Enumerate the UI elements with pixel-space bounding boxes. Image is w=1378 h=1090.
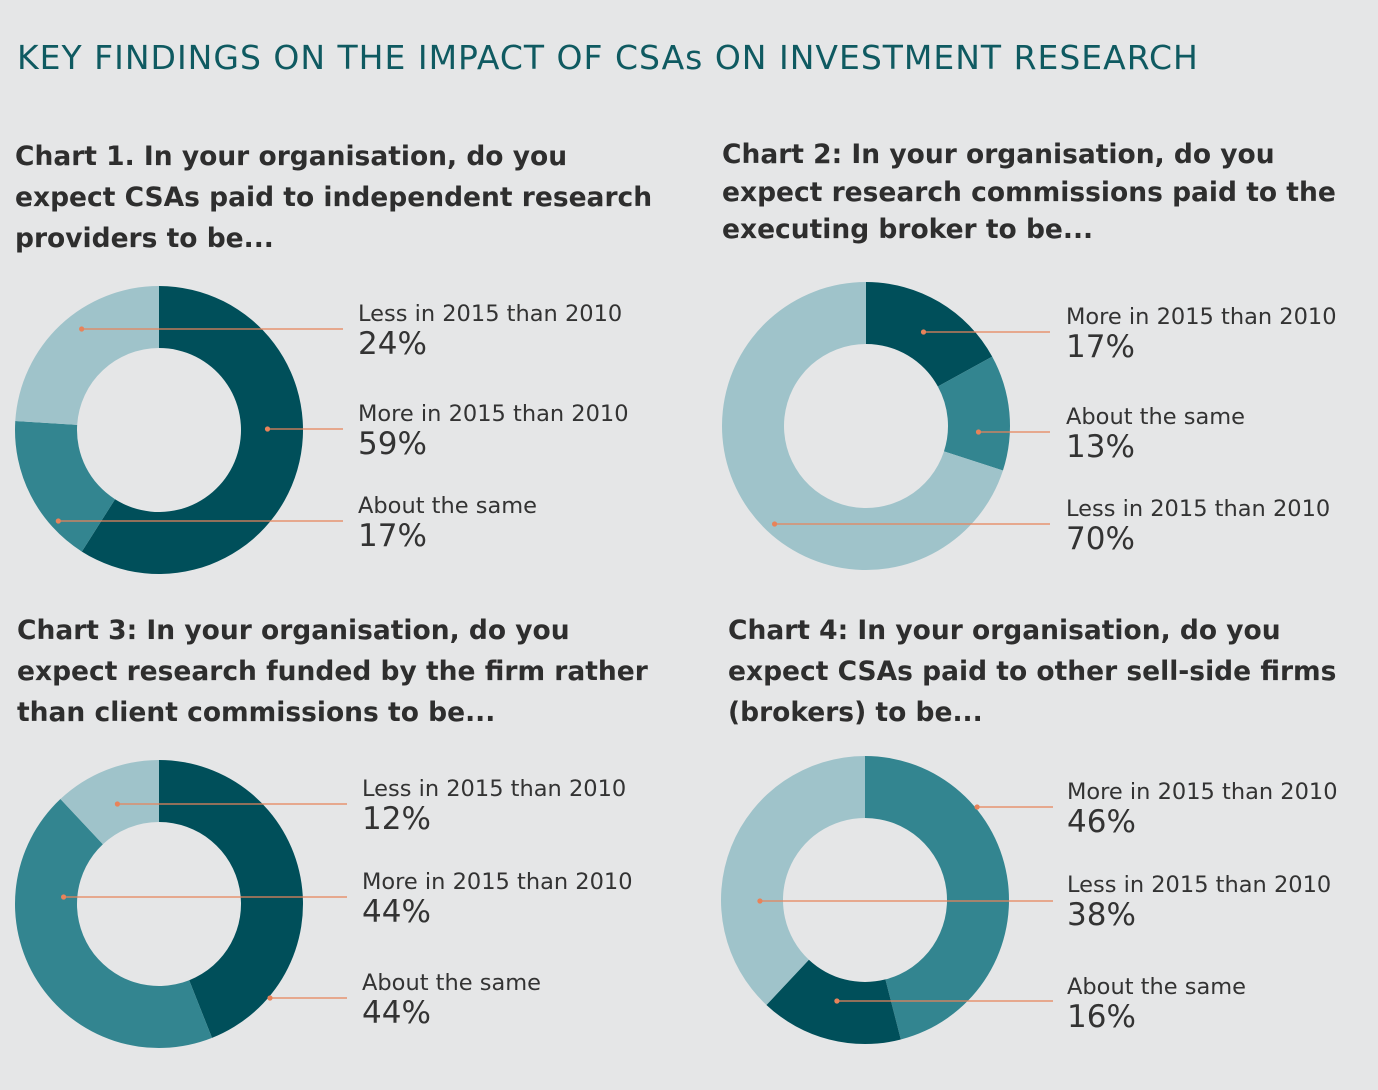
leader-dot-3: [771, 521, 778, 527]
legend-label: Less in 2015 than 2010: [1066, 496, 1331, 522]
donut-chart: [722, 282, 1050, 570]
leader-dot-3: [834, 998, 840, 1004]
legend-value: 13%: [1066, 429, 1135, 465]
donut-slice-3: [15, 286, 160, 425]
legend-value: 38%: [1067, 897, 1136, 933]
leader-dot-1: [974, 804, 980, 810]
legend-value: 70%: [1066, 521, 1135, 557]
legend-label: About the same: [1067, 974, 1247, 1000]
legend-entry: About the same 13%: [1066, 404, 1245, 464]
legend-label: More in 2015 than 2010: [358, 401, 629, 427]
legend-value: 44%: [362, 894, 431, 930]
legend-label: Less in 2015 than 2010: [362, 776, 627, 802]
leader-dot-2: [264, 426, 271, 432]
donut-slice-2: [766, 959, 901, 1044]
donut-slice-3: [722, 282, 1003, 570]
legend-label: About the same: [358, 493, 538, 519]
leader-dot-1: [920, 329, 927, 335]
legend-value: 17%: [1066, 329, 1135, 365]
legend-value: 59%: [358, 426, 427, 462]
legend-entry: More in 2015 than 2010 17%: [1066, 304, 1337, 364]
donut-slice-2: [937, 356, 1010, 471]
legend-entry: Less in 2015 than 2010 38%: [1067, 872, 1331, 932]
legend-label: More in 2015 than 2010: [1066, 304, 1337, 330]
legend-value: 24%: [358, 326, 427, 362]
chart-title: Chart 4: In your organisation, do you ex…: [728, 615, 1337, 728]
leader-dot-3: [55, 518, 61, 524]
legend-value: 12%: [362, 801, 431, 837]
legend-entry: About the same 44%: [362, 970, 541, 1030]
donut-slice-1: [866, 282, 993, 387]
chart-title: Chart 1. In your organisation, do you ex…: [15, 141, 653, 254]
donut-slice-3: [721, 756, 865, 1005]
legend-entry: About the same 17%: [358, 493, 537, 553]
donut-chart: [14, 760, 347, 1048]
page-title: KEY FINDINGS ON THE IMPACT OF CSAs ON IN…: [17, 38, 1199, 77]
leader-dot-1: [114, 801, 121, 807]
donut-chart: [721, 756, 1053, 1044]
leader-dot-1: [79, 326, 85, 332]
legend-value: 16%: [1067, 999, 1136, 1035]
legend-entry: About the same 16%: [1067, 974, 1246, 1034]
donut-slice-3: [60, 760, 159, 845]
legend-label: Less in 2015 than 2010: [358, 301, 623, 327]
leader-dot-2: [757, 898, 763, 904]
legend-label: Less in 2015 than 2010: [1067, 872, 1332, 898]
legend-label: About the same: [1066, 404, 1246, 430]
legend-entry: More in 2015 than 2010 59%: [358, 401, 629, 461]
chart-title: Chart 2: In your organisation, do you ex…: [722, 139, 1336, 245]
legend-entry: Less in 2015 than 2010 12%: [362, 776, 626, 836]
leader-dot-2: [60, 894, 67, 900]
legend-entry: More in 2015 than 2010 46%: [1067, 779, 1338, 839]
legend-label: More in 2015 than 2010: [362, 869, 633, 895]
legend-value: 44%: [362, 995, 431, 1031]
leader-dot-2: [975, 429, 982, 435]
legend-label: More in 2015 than 2010: [1067, 779, 1338, 805]
donut-slice-2: [14, 420, 116, 552]
donut-slice-2: [14, 799, 213, 1048]
legend-entry: More in 2015 than 2010 44%: [362, 869, 633, 929]
legend-entry: Less in 2015 than 2010 24%: [358, 301, 622, 361]
donut-slice-1: [865, 756, 1010, 1040]
chart-title: Chart 3: In your organisation, do you ex…: [17, 615, 648, 728]
donut-slice-1: [159, 760, 304, 1038]
legend-value: 46%: [1067, 804, 1136, 840]
legend-entry: Less in 2015 than 2010 70%: [1066, 496, 1330, 556]
legend-value: 17%: [358, 518, 427, 554]
legend-label: About the same: [362, 970, 542, 996]
leader-dot-3: [267, 995, 273, 1001]
donut-chart: [14, 286, 343, 574]
donut-slice-1: [81, 286, 303, 574]
